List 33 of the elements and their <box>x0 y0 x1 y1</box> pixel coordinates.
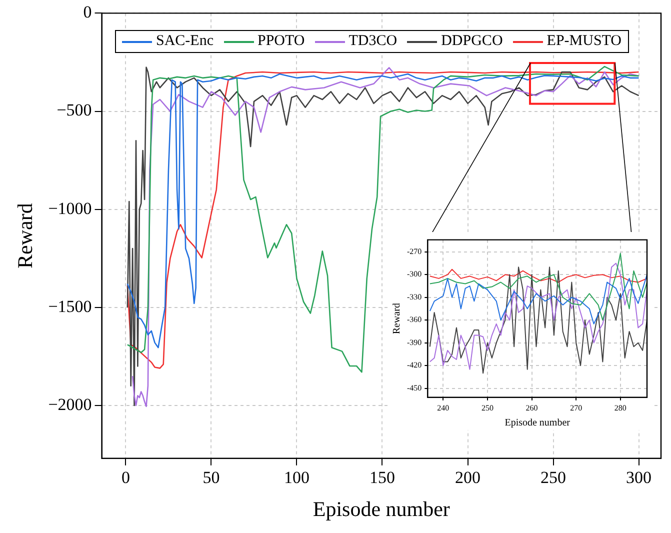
legend-label: SAC-Enc <box>156 33 214 50</box>
y-tick-label: -300 <box>406 270 422 279</box>
x-tick-label: 50 <box>202 468 220 488</box>
y-tick-label: −2000 <box>48 394 92 414</box>
x-tick-label: 270 <box>570 403 582 412</box>
y-axis-title: Reward <box>13 202 38 268</box>
legend-label: DDPGCO <box>441 33 503 50</box>
y-tick-label: −1000 <box>48 198 92 218</box>
y-tick-label: 0 <box>83 2 92 22</box>
y-tick-label: −500 <box>56 100 92 120</box>
x-tick-label: 150 <box>370 468 395 488</box>
legend-label: PPOTO <box>258 33 305 50</box>
x-tick-label: 260 <box>526 403 538 412</box>
y-tick-label: -450 <box>406 383 422 392</box>
x-tick-label: 240 <box>437 403 450 412</box>
x-tick-label: 300 <box>626 468 652 488</box>
y-tick-label: -270 <box>406 247 422 256</box>
y-tick-label: -330 <box>406 292 422 302</box>
y-axis-title: Reward <box>392 303 403 334</box>
x-tick-label: 280 <box>614 403 626 412</box>
x-axis-title: Episode number <box>312 496 450 521</box>
x-tick-label: 250 <box>540 468 566 488</box>
x-tick-label: 200 <box>455 468 481 488</box>
y-tick-label: -390 <box>406 338 422 347</box>
y-tick-label: -420 <box>406 360 422 370</box>
x-tick-label: 0 <box>121 468 130 488</box>
x-axis-title: Episode number <box>504 418 571 429</box>
legend-label: TD3CO <box>348 33 398 50</box>
legend-label: EP-MUSTO <box>546 33 622 50</box>
y-tick-label: -360 <box>406 315 422 324</box>
x-tick-label: 100 <box>284 468 310 488</box>
x-tick-label: 250 <box>481 403 494 412</box>
y-tick-label: −1500 <box>48 296 92 316</box>
